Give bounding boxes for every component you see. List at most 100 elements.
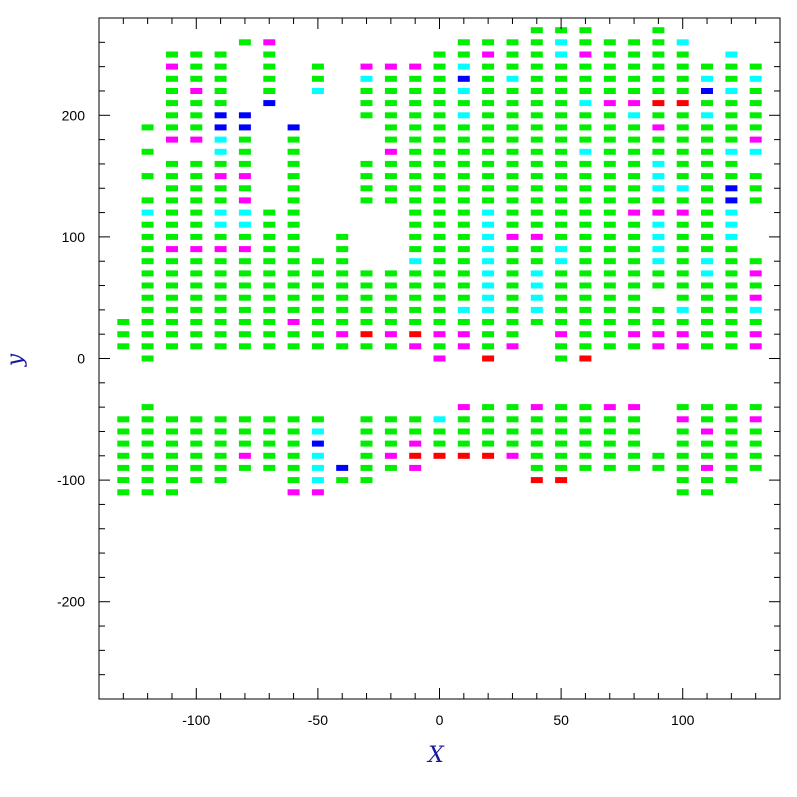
data-cell-green	[579, 27, 592, 34]
data-cell-magenta	[409, 343, 422, 350]
data-cell-green	[287, 148, 300, 155]
data-cell-green	[457, 100, 470, 107]
data-cell-green	[482, 136, 495, 143]
data-cell-cyan	[676, 39, 689, 46]
data-cell-green	[311, 294, 324, 301]
data-cell-green	[117, 416, 130, 423]
data-cell-cyan	[506, 75, 519, 82]
data-cell-magenta	[433, 331, 446, 338]
data-cell-green	[676, 112, 689, 119]
data-cell-green	[190, 100, 203, 107]
data-cell-green	[555, 185, 568, 192]
data-cell-red	[482, 452, 495, 459]
data-cell-green	[482, 148, 495, 155]
data-cell-green	[603, 440, 616, 447]
data-cell-cyan	[214, 148, 227, 155]
data-cell-cyan	[457, 306, 470, 313]
y-axis-title: y	[3, 353, 28, 367]
data-cell-green	[263, 306, 276, 313]
data-cell-green	[311, 63, 324, 70]
data-cell-green	[190, 75, 203, 82]
data-cell-green	[530, 160, 543, 167]
data-cell-cyan	[482, 270, 495, 277]
data-cell-green	[238, 440, 251, 447]
data-cell-green	[214, 75, 227, 82]
data-cell-green	[360, 464, 373, 471]
data-cell-green	[166, 88, 178, 94]
data-cell-green	[384, 173, 397, 180]
data-cell-green	[287, 136, 300, 143]
data-cell-green	[579, 319, 592, 325]
y-tick-label: -200	[57, 594, 85, 610]
data-cell-cyan	[433, 416, 446, 423]
data-cell-green	[628, 246, 641, 253]
data-cell-green	[263, 319, 276, 325]
data-cell-green	[506, 88, 519, 94]
data-cell-green	[433, 51, 446, 58]
data-cell-green	[336, 306, 349, 313]
data-cell-green	[384, 124, 397, 131]
data-cell-green	[117, 343, 130, 350]
data-cell-green	[482, 404, 495, 411]
data-cell-green	[457, 282, 470, 289]
data-cell-green	[701, 440, 713, 447]
data-cell-green	[117, 428, 130, 435]
data-cell-green	[579, 160, 592, 167]
data-cell-green	[238, 160, 251, 167]
data-cell-green	[287, 452, 300, 459]
data-cell-green	[701, 343, 713, 350]
data-cell-cyan	[701, 75, 713, 82]
data-cell-green	[676, 489, 689, 496]
data-cell-green	[141, 452, 154, 459]
data-cell-green	[506, 209, 519, 216]
data-cell-green	[360, 197, 373, 204]
data-cell-green	[117, 440, 130, 447]
data-cell-green	[433, 209, 446, 216]
data-cell-green	[482, 75, 495, 82]
data-cell-green	[166, 489, 178, 496]
data-cell-blue	[263, 100, 276, 107]
data-cell-green	[360, 294, 373, 301]
data-cell-green	[166, 416, 178, 423]
data-cell-green	[652, 75, 665, 82]
data-cell-green	[457, 221, 470, 228]
data-cell-green	[311, 343, 324, 350]
data-cell-green	[482, 173, 495, 180]
data-cell-green	[238, 331, 251, 338]
data-cell-green	[433, 173, 446, 180]
data-cell-cyan	[311, 88, 324, 94]
data-cell-green	[628, 452, 641, 459]
data-cell-cyan	[311, 464, 324, 471]
data-cell-green	[384, 319, 397, 325]
data-cell-cyan	[482, 282, 495, 289]
data-cell-green	[603, 197, 616, 204]
data-cell-cyan	[749, 148, 762, 155]
data-cell-green	[579, 294, 592, 301]
data-cell-green	[749, 185, 762, 192]
data-cell-green	[676, 173, 689, 180]
data-cell-green	[749, 197, 762, 204]
data-cell-green	[628, 464, 641, 471]
data-cell-green	[263, 440, 276, 447]
data-cell-green	[166, 209, 178, 216]
data-cell-green	[141, 270, 154, 277]
data-cell-green	[506, 306, 519, 313]
data-cell-green	[433, 258, 446, 265]
data-cell-green	[579, 124, 592, 131]
data-cell-green	[190, 440, 203, 447]
data-cell-red	[530, 477, 543, 484]
data-cell-magenta	[676, 331, 689, 338]
data-cell-green	[603, 160, 616, 167]
data-cell-green	[166, 221, 178, 228]
data-cell-red	[482, 355, 495, 362]
data-cell-green	[603, 136, 616, 143]
data-cell-green	[263, 464, 276, 471]
data-cell-green	[530, 124, 543, 131]
data-cell-green	[238, 416, 251, 423]
x-tick-label: -50	[308, 712, 328, 728]
data-cell-green	[214, 477, 227, 484]
data-cell-magenta	[506, 343, 519, 350]
data-cell-green	[433, 100, 446, 107]
data-cell-green	[701, 221, 713, 228]
data-cell-green	[506, 404, 519, 411]
